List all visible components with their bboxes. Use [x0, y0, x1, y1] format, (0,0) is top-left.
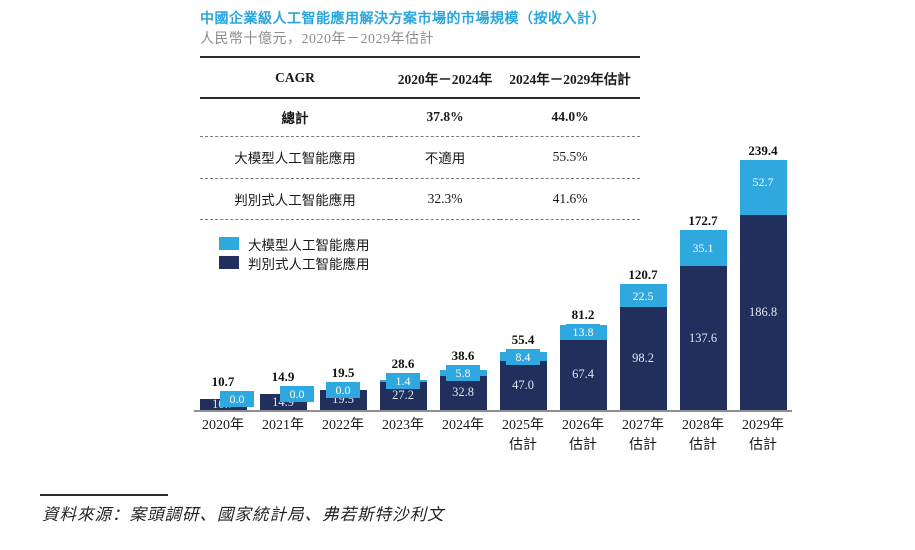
chart-subtitle: 人民幣十億元，2020年－2029年估計: [200, 32, 434, 47]
segment-value-label: 137.6: [688, 330, 718, 345]
bar-total-label: 81.2: [571, 307, 595, 323]
x-axis-category-label: 2020年: [202, 418, 244, 433]
row-value-period2: 41.6%: [552, 190, 588, 206]
bar-total-label: 10.7: [211, 373, 235, 389]
x-axis-category-label: 2028年 估計: [666, 416, 740, 456]
x-axis-line: [194, 410, 792, 412]
legend-item-discriminative: 判別式人工智能應用: [219, 253, 370, 272]
x-axis-category-label: 2027年 估計: [606, 416, 680, 456]
bar-segment-discriminative: 137.6: [679, 266, 727, 410]
segment-value-label: 27.2: [392, 388, 414, 403]
row-value-period2: 44.0%: [551, 109, 589, 125]
x-axis-category-label: 2024年: [442, 418, 484, 433]
row-label: 總計: [281, 111, 309, 127]
legend-label: 判別式人工智能應用: [248, 256, 370, 272]
large-model-value-badge: 35.1: [686, 239, 720, 256]
x-axis-category-label: 2021年: [262, 418, 304, 433]
x-axis-category-label: 2022年: [322, 418, 364, 433]
x-axis-category-label: 2026年 估計: [546, 416, 620, 456]
segment-value-label: 98.2: [632, 351, 654, 366]
cagr-table-container: CAGR 2020年－2024年 2024年－2029年估計 總計 37.8% …: [200, 56, 640, 220]
large-model-value-badge: 5.8: [446, 364, 480, 381]
x-axis-category-label: 2029年 估計: [726, 416, 800, 456]
large-model-value-badge: 13.8: [566, 324, 600, 341]
large-model-value-badge: 1.4: [386, 372, 420, 389]
row-value-period1: 不適用: [424, 151, 466, 166]
bar-segment-discriminative: 47.0: [499, 360, 547, 410]
row-value-period1: 32.3%: [427, 190, 463, 206]
bar-total-label: 239.4: [748, 142, 778, 158]
large-model-value-badge: 0.0: [280, 386, 314, 403]
row-value-period2: 55.5%: [552, 149, 588, 164]
row-label: 大模型人工智能應用: [234, 151, 356, 166]
large-model-value-badge: 0.0: [220, 390, 254, 407]
cagr-header-period1: 2020年－2024年: [397, 71, 493, 87]
x-axis-category-label: 2025年 估計: [486, 416, 560, 456]
bar-total-label: 28.6: [391, 355, 415, 371]
x-axis-category-label: 2023年: [382, 418, 424, 433]
row-label: 判別式人工智能應用: [234, 192, 356, 208]
chart-title: 中國企業級人工智能應用解決方案市場的市場規模（按收入計）: [200, 12, 606, 27]
large-model-value-badge: 22.5: [626, 287, 660, 304]
large-model-value-badge: 8.4: [506, 348, 540, 365]
cagr-header-period2: 2024年－2029年估計: [509, 71, 631, 87]
segment-value-label: 186.8: [748, 304, 778, 319]
table-row-large-model: 大模型人工智能應用 不適用 55.5%: [200, 136, 640, 178]
bar-total-label: 172.7: [688, 212, 718, 228]
large-model-swatch-icon: [219, 237, 239, 250]
bar-total-label: 55.4: [511, 331, 535, 347]
legend-label: 大模型人工智能應用: [248, 237, 370, 253]
legend-item-large-model: 大模型人工智能應用: [219, 234, 370, 253]
cagr-header-label: CAGR: [275, 69, 315, 85]
bar-segment-discriminative: 67.4: [559, 339, 607, 410]
x-axis-category-subline: 估計: [629, 438, 657, 453]
row-value-period1: 37.8%: [426, 109, 464, 125]
bar-total-label: 14.9: [271, 369, 295, 385]
source-note: 資料來源：案頭調研、國家統計局、弗若斯特沙利文: [42, 505, 445, 524]
cagr-table: CAGR 2020年－2024年 2024年－2029年估計 總計 37.8% …: [200, 56, 640, 220]
segment-value-label: 67.4: [572, 367, 594, 382]
x-axis-category-subline: 估計: [569, 438, 597, 453]
large-model-value-badge: 0.0: [326, 381, 360, 398]
bar-segment-discriminative: 32.8: [439, 375, 487, 410]
chart-legend: 大模型人工智能應用 判別式人工智能應用: [219, 234, 370, 272]
table-row-discriminative: 判別式人工智能應用 32.3% 41.6%: [200, 178, 640, 219]
large-model-value-badge: 52.7: [746, 173, 780, 190]
segment-value-label: 32.8: [452, 385, 474, 400]
bar-total-label: 120.7: [628, 266, 658, 282]
table-row-total: 總計 37.8% 44.0%: [200, 98, 640, 136]
cagr-header-row: CAGR 2020年－2024年 2024年－2029年估計: [200, 57, 640, 98]
bar-total-label: 38.6: [451, 347, 475, 363]
x-axis-category-subline: 估計: [749, 438, 777, 453]
bar-total-label: 19.5: [331, 364, 355, 380]
segment-value-label: 47.0: [512, 377, 534, 392]
source-divider: [40, 494, 168, 496]
x-axis-category-subline: 估計: [689, 438, 717, 453]
x-axis-category-subline: 估計: [509, 438, 537, 453]
discriminative-swatch-icon: [219, 256, 239, 269]
bar-segment-discriminative: 98.2: [619, 307, 667, 410]
bar-segment-discriminative: 186.8: [739, 214, 787, 410]
